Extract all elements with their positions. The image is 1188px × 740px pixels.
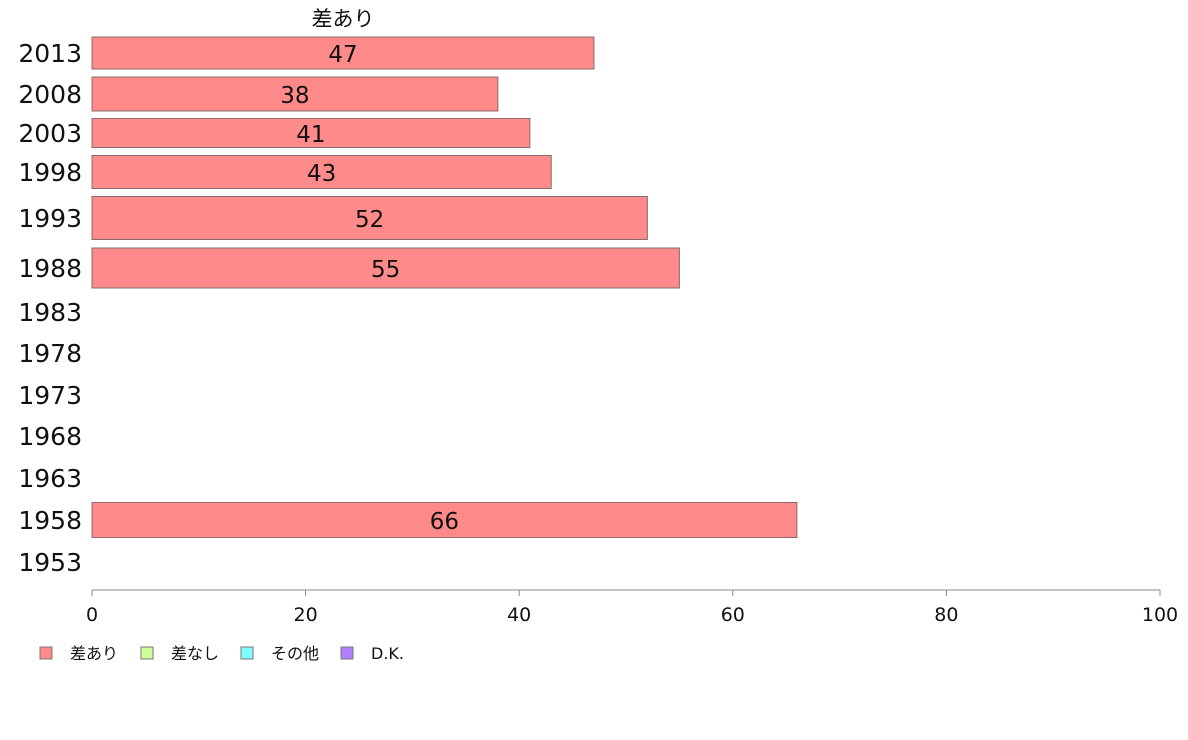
legend-swatch xyxy=(240,646,254,660)
year-label: 1988 xyxy=(18,254,82,283)
x-tick-label: 0 xyxy=(86,604,98,626)
year-label: 1953 xyxy=(18,548,82,577)
bar xyxy=(91,196,648,240)
legend-label: 差なし xyxy=(171,644,219,663)
year-label: 1958 xyxy=(18,506,82,535)
category-labels: 2013 2008 2003 1998 1993 1988 1983 1978 1973 1968… xyxy=(18,39,82,577)
legend-label: その他 xyxy=(271,644,319,663)
year-label: 1993 xyxy=(18,204,82,233)
bar xyxy=(91,36,595,70)
value-label: 52 xyxy=(355,207,384,233)
series-title: 差あり xyxy=(312,7,375,31)
year-label: 2008 xyxy=(18,80,82,109)
year-label: 1998 xyxy=(18,158,82,187)
year-label: 2003 xyxy=(18,119,82,148)
year-label: 1983 xyxy=(18,298,82,327)
legend: 差あり 差なし その他 D.K. xyxy=(39,644,404,663)
x-axis: 0 20 40 60 80 100 xyxy=(86,589,1178,626)
bar xyxy=(91,247,680,289)
year-label: 1963 xyxy=(18,464,82,493)
value-label: 47 xyxy=(328,42,357,68)
year-label: 1978 xyxy=(18,339,82,368)
x-tick-label: 100 xyxy=(1142,604,1178,626)
x-tick-label: 60 xyxy=(721,604,745,626)
value-label: 38 xyxy=(280,83,309,109)
legend-label: 差あり xyxy=(70,644,118,663)
legend-label: D.K. xyxy=(371,644,404,663)
value-label: 55 xyxy=(371,257,400,283)
year-label: 1973 xyxy=(18,381,82,410)
x-tick-label: 80 xyxy=(934,604,958,626)
value-label: 41 xyxy=(296,122,325,148)
legend-swatch xyxy=(140,646,154,660)
bar xyxy=(91,118,531,148)
year-label: 2013 xyxy=(18,39,82,68)
x-tick-label: 20 xyxy=(294,604,318,626)
bar xyxy=(91,502,798,538)
legend-swatch xyxy=(39,646,53,660)
year-label: 1968 xyxy=(18,422,82,451)
value-label: 43 xyxy=(307,161,336,187)
x-tick-label: 40 xyxy=(507,604,531,626)
value-label: 66 xyxy=(430,509,459,535)
bar xyxy=(91,155,552,189)
legend-swatch xyxy=(340,646,354,660)
value-labels: 47 38 41 43 52 55 66 xyxy=(280,42,459,535)
bar xyxy=(91,76,499,112)
bars-layer xyxy=(91,36,798,538)
